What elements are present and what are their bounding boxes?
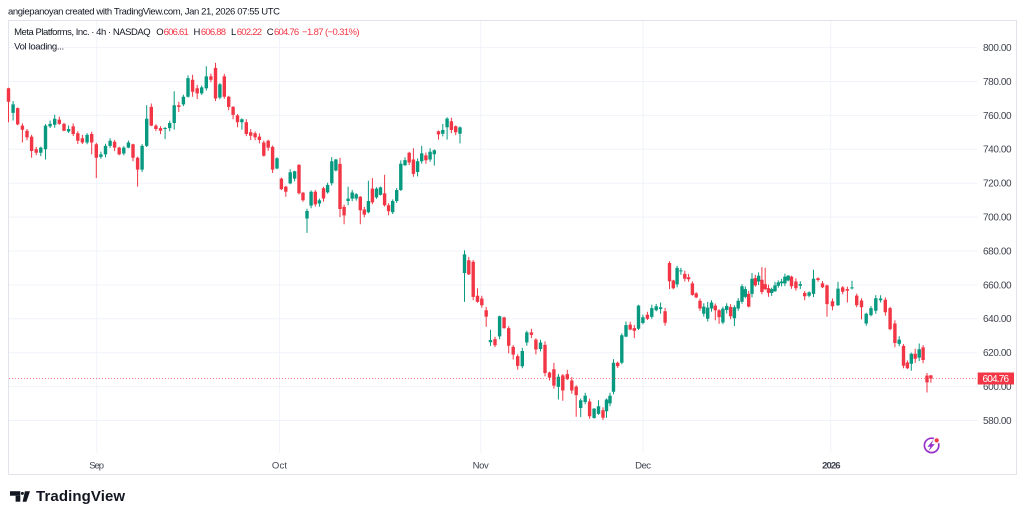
svg-text:602.22: 602.22 xyxy=(237,27,262,38)
svg-text:L: L xyxy=(231,27,236,38)
svg-text:780.00: 780.00 xyxy=(983,77,1012,88)
svg-text:720.00: 720.00 xyxy=(983,179,1012,190)
svg-text:760.00: 760.00 xyxy=(983,111,1012,122)
svg-text:2026: 2026 xyxy=(822,460,841,471)
svg-text:angiepanoyan created with Trad: angiepanoyan created with TradingView.co… xyxy=(8,7,280,18)
svg-text:−1.87 (−0.31%): −1.87 (−0.31%) xyxy=(302,27,360,38)
svg-text:Vol loading...: Vol loading... xyxy=(14,41,64,52)
svg-text:Sep: Sep xyxy=(89,460,104,471)
svg-text:600.00: 600.00 xyxy=(983,382,1012,393)
svg-text:660.00: 660.00 xyxy=(983,280,1012,291)
svg-text:Nov: Nov xyxy=(473,460,489,471)
svg-text:606.61: 606.61 xyxy=(164,27,189,38)
svg-text:620.00: 620.00 xyxy=(983,348,1012,359)
svg-text:700.00: 700.00 xyxy=(983,213,1012,224)
svg-text:580.00: 580.00 xyxy=(983,416,1012,427)
svg-text:C: C xyxy=(267,27,274,38)
svg-text:Meta Platforms, Inc. · 4h · NA: Meta Platforms, Inc. · 4h · NASDAQ xyxy=(14,27,151,38)
svg-text:H: H xyxy=(194,27,201,38)
svg-text:800.00: 800.00 xyxy=(983,43,1012,54)
svg-text:680.00: 680.00 xyxy=(983,246,1012,257)
svg-text:Oct: Oct xyxy=(272,460,287,471)
svg-text:O: O xyxy=(156,27,163,38)
svg-text:TradingView: TradingView xyxy=(36,488,125,505)
svg-text:604.76: 604.76 xyxy=(983,374,1010,385)
svg-text:640.00: 640.00 xyxy=(983,314,1012,325)
svg-text:740.00: 740.00 xyxy=(983,145,1012,156)
svg-text:Dec: Dec xyxy=(635,460,651,471)
svg-text:604.76: 604.76 xyxy=(274,27,299,38)
svg-text:606.88: 606.88 xyxy=(201,27,226,38)
